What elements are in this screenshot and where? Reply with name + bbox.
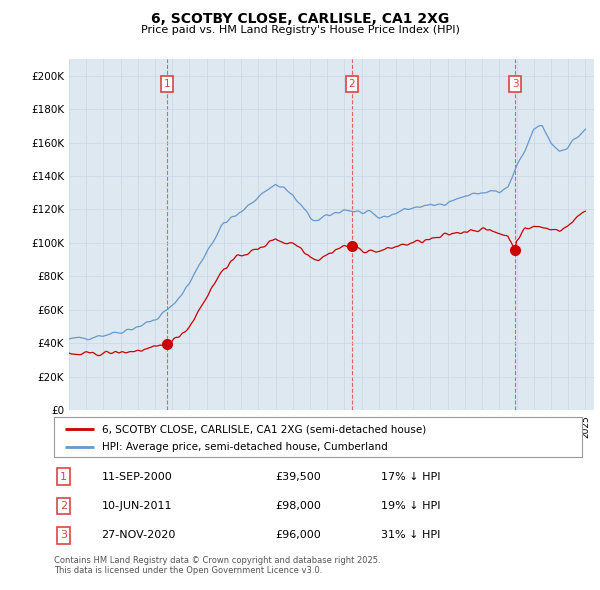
Text: 2: 2 [349,79,355,89]
Text: 3: 3 [512,79,518,89]
Text: Price paid vs. HM Land Registry's House Price Index (HPI): Price paid vs. HM Land Registry's House … [140,25,460,35]
Text: 6, SCOTBY CLOSE, CARLISLE, CA1 2XG: 6, SCOTBY CLOSE, CARLISLE, CA1 2XG [151,12,449,26]
Text: 3: 3 [60,530,67,540]
Text: £96,000: £96,000 [276,530,322,540]
Text: £98,000: £98,000 [276,501,322,511]
Text: Contains HM Land Registry data © Crown copyright and database right 2025.
This d: Contains HM Land Registry data © Crown c… [54,556,380,575]
Text: 19% ↓ HPI: 19% ↓ HPI [382,501,441,511]
Text: 27-NOV-2020: 27-NOV-2020 [101,530,176,540]
Text: 6, SCOTBY CLOSE, CARLISLE, CA1 2XG (semi-detached house): 6, SCOTBY CLOSE, CARLISLE, CA1 2XG (semi… [101,424,426,434]
Text: £39,500: £39,500 [276,471,322,481]
Text: 2: 2 [60,501,67,511]
Text: 1: 1 [60,471,67,481]
Text: HPI: Average price, semi-detached house, Cumberland: HPI: Average price, semi-detached house,… [101,442,387,452]
Text: 1: 1 [164,79,170,89]
Text: 31% ↓ HPI: 31% ↓ HPI [382,530,441,540]
Text: 17% ↓ HPI: 17% ↓ HPI [382,471,441,481]
Text: 10-JUN-2011: 10-JUN-2011 [101,501,172,511]
Text: 11-SEP-2000: 11-SEP-2000 [101,471,172,481]
